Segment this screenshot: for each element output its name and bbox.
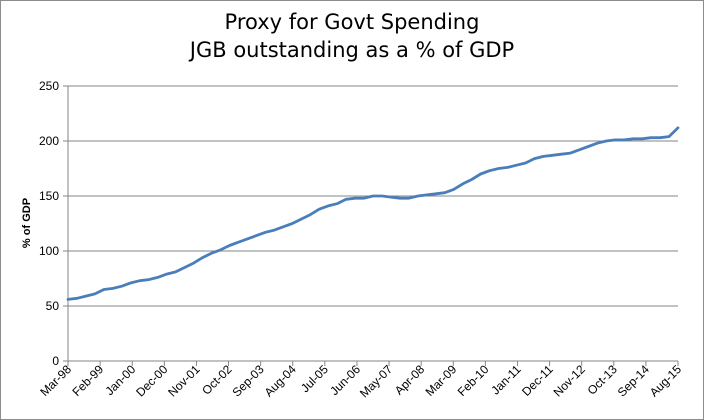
x-tick-label: Aug-15 bbox=[647, 362, 684, 399]
y-tick-label: 250 bbox=[39, 79, 59, 93]
x-tick-label: Feb-10 bbox=[455, 362, 492, 399]
series-layer bbox=[66, 126, 680, 301]
y-tick-label: 150 bbox=[39, 189, 59, 203]
chart-title-line-2: JGB outstanding as a % of GDP bbox=[189, 38, 515, 62]
y-axis-title: % of GDP bbox=[21, 198, 33, 248]
x-tick-label: Aug-04 bbox=[262, 362, 299, 399]
y-tick-label: 100 bbox=[39, 244, 59, 258]
x-tick-labels: Mar-98Feb-99Jan-00Dec-00Nov-01Oct-02Sep-… bbox=[37, 362, 684, 400]
y-tick-label: 0 bbox=[52, 354, 59, 368]
x-tick-label: Nov-12 bbox=[551, 362, 588, 399]
x-tick-label: Mar-09 bbox=[423, 362, 460, 399]
x-tick-label: Sep-14 bbox=[615, 362, 652, 399]
x-tick-label: Oct-13 bbox=[585, 362, 621, 398]
x-tick-label: Jan-00 bbox=[102, 362, 138, 398]
x-tick-label: Sep-03 bbox=[229, 362, 266, 399]
x-tick-label: Nov-01 bbox=[165, 362, 202, 399]
x-tick-label: Jan-11 bbox=[488, 362, 523, 397]
x-tick-label: Feb-99 bbox=[69, 362, 106, 399]
x-tick-label: Jul-05 bbox=[298, 362, 331, 395]
series-line bbox=[66, 126, 680, 301]
x-tick-label: Apr-08 bbox=[392, 362, 428, 398]
y-tick-label: 50 bbox=[46, 299, 60, 313]
y-tick-labels: 0 50 100 150 200 250 bbox=[39, 79, 59, 368]
x-tick-label: Oct-02 bbox=[199, 362, 235, 398]
x-tick-label: Dec-00 bbox=[133, 362, 170, 399]
axes bbox=[63, 85, 679, 366]
chart-title-line-1: Proxy for Govt Spending bbox=[224, 10, 480, 34]
y-tick-label: 200 bbox=[39, 134, 59, 148]
chart-title: Proxy for Govt Spending JGB outstanding … bbox=[0, 8, 704, 64]
x-tick-label: Dec-11 bbox=[519, 362, 556, 399]
x-tick-label: May-07 bbox=[357, 362, 395, 400]
